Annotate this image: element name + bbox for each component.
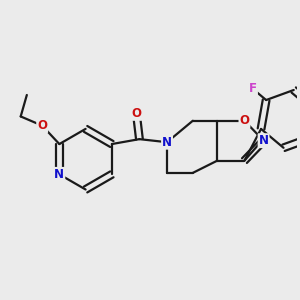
Text: F: F <box>249 82 257 95</box>
Text: O: O <box>239 114 250 127</box>
Text: N: N <box>54 168 64 181</box>
Text: O: O <box>131 107 141 120</box>
Text: N: N <box>259 134 269 147</box>
Text: N: N <box>162 136 172 149</box>
Text: O: O <box>37 119 47 132</box>
